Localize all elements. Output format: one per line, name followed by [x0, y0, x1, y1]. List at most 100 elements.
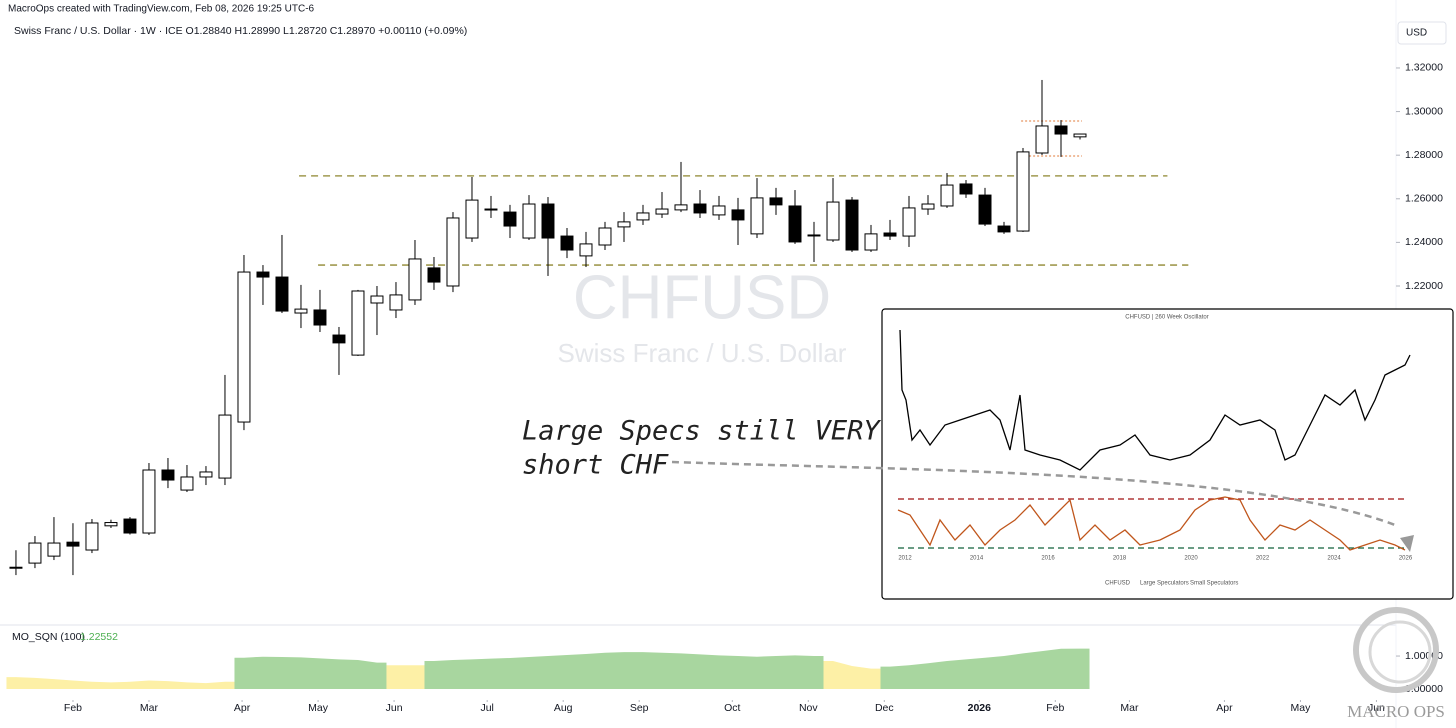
- candle-body: [180, 476, 194, 491]
- x-tick-label: Jun: [386, 702, 403, 714]
- candle-body: [959, 183, 973, 195]
- indicator-area: [424, 652, 824, 690]
- candle-body: [427, 267, 441, 283]
- x-tick-label: Apr: [234, 702, 251, 714]
- candle-body: [218, 414, 232, 479]
- candle-body: [997, 225, 1011, 233]
- x-tick-label: Nov: [799, 702, 818, 714]
- indicator-area: [234, 656, 387, 690]
- x-tick-label: May: [308, 702, 329, 714]
- currency: USD: [1406, 28, 1427, 39]
- candle-body: [560, 235, 574, 251]
- x-tick-label: Sep: [630, 702, 649, 714]
- candle-body: [28, 542, 42, 564]
- candle-body: [85, 522, 99, 551]
- candle-body: [712, 205, 726, 216]
- candle-body: [636, 212, 650, 221]
- price-pane: 1.22000 1.24000 1.26000 1.28000 1.30000 1.320…: [9, 62, 1443, 714]
- indicator-name: MO_SQN (100): [12, 631, 85, 643]
- inset-oscillator-line: [897, 496, 1406, 551]
- candle-body: [807, 234, 821, 237]
- y-tick-label: 1.24000: [1405, 236, 1443, 248]
- inset-year: 2026: [1399, 556, 1413, 562]
- candle-body: [1073, 133, 1087, 138]
- candle-body: [1016, 151, 1030, 232]
- y-tick-label: 1.32000: [1405, 62, 1443, 74]
- candle-body: [104, 522, 118, 527]
- candle-body: [237, 271, 251, 423]
- candle-body: [389, 294, 403, 311]
- currency-button[interactable]: [1397, 21, 1447, 45]
- candle-body: [522, 203, 536, 239]
- candle-body: [769, 197, 783, 206]
- candle-body: [598, 227, 612, 246]
- inset-year: 2024: [1327, 556, 1341, 562]
- candle-body: [351, 290, 365, 356]
- indicator-value: 1.22552: [80, 631, 118, 643]
- x-tick-label: 2026: [968, 702, 992, 714]
- candle-body: [1035, 125, 1049, 154]
- candle-body: [940, 184, 954, 207]
- x-tick-label: Feb: [1046, 702, 1064, 714]
- x-tick-label: Oct: [724, 702, 740, 714]
- y-tick-label: 1.26000: [1405, 193, 1443, 205]
- candle-body: [864, 233, 878, 251]
- inset-year: 2014: [970, 556, 984, 562]
- candle-body: [541, 203, 555, 239]
- candle-body: [845, 199, 859, 251]
- annotation-line: Large Specs still VERY: [522, 416, 881, 447]
- y-tick-label: 1.30000: [1405, 105, 1443, 117]
- arrow-head: [1400, 535, 1414, 552]
- indicator-area: [386, 665, 425, 690]
- candle-body: [199, 471, 213, 478]
- candle-body: [313, 309, 327, 326]
- candle-body: [294, 308, 308, 314]
- annotation-line: short CHF: [522, 450, 669, 481]
- candle-body: [370, 295, 384, 304]
- legend-line: Swiss Franc / U.S. Dollar · 1W · ICE O1.…: [14, 25, 467, 37]
- x-tick-label: Jun: [1368, 702, 1385, 714]
- candle-body: [978, 194, 992, 225]
- candle-body: [788, 205, 802, 243]
- watermark-symbol: CHFUSD: [573, 263, 831, 332]
- candle-body: [826, 201, 840, 241]
- x-tick-label: Aug: [554, 702, 573, 714]
- inset-year: 2018: [1113, 556, 1127, 562]
- inset-legend: CHFUSD: [1105, 581, 1131, 587]
- inset-years: 2012 2014 2016 2018 2020 2022 2024 2026: [898, 556, 1413, 562]
- x-tick-label: Apr: [1216, 702, 1233, 714]
- candle-body: [731, 209, 745, 221]
- indicator-area: [823, 660, 881, 690]
- credit: MacroOps created with TradingView.com, F…: [8, 4, 315, 15]
- x-tick-label: Mar: [140, 702, 159, 714]
- candle-body: [332, 334, 346, 344]
- inset-year: 2022: [1256, 556, 1270, 562]
- candle-body: [617, 221, 631, 228]
- candle-body: [883, 232, 897, 237]
- inset: CHFUSD | 260 Week Oscillator 2012 2014 201…: [881, 308, 1454, 600]
- logo-ring: [1368, 620, 1432, 684]
- candle-body: [579, 243, 593, 257]
- candle-body: [465, 199, 479, 239]
- x-tick-label: May: [1291, 702, 1312, 714]
- inset-legend: Small Speculators: [1190, 581, 1238, 587]
- logo-ring: [1353, 607, 1439, 693]
- inset-price-line: [899, 329, 1411, 471]
- x-tick-label: Dec: [875, 702, 894, 714]
- watermark-name: Swiss Franc / U.S. Dollar: [558, 338, 847, 368]
- inset-year: 2016: [1041, 556, 1055, 562]
- candle-body: [275, 276, 289, 312]
- candle-body: [693, 203, 707, 214]
- candle-body: [408, 258, 422, 301]
- candle-body: [446, 217, 460, 287]
- y-tick-label: 1.22000: [1405, 280, 1443, 292]
- logo: MACRO OPS: [1347, 607, 1445, 721]
- inset-title: CHFUSD | 260 Week Oscillator: [1125, 315, 1208, 321]
- candle-body: [161, 469, 175, 481]
- inset-frame: [881, 308, 1454, 600]
- candle-body: [921, 203, 935, 210]
- candle-body: [674, 204, 688, 211]
- candle-body: [655, 208, 669, 215]
